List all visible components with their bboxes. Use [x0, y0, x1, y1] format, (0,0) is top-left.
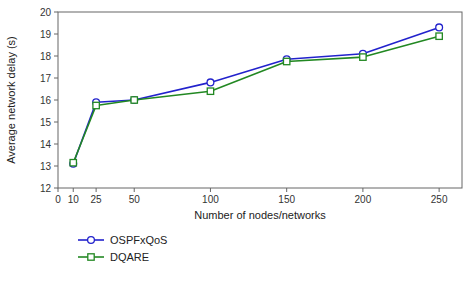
x-tick-label: 200: [355, 194, 372, 205]
x-tick: [58, 188, 59, 192]
series-line: [73, 36, 439, 163]
x-tick-label: 10: [68, 194, 80, 205]
x-tick: [362, 188, 363, 192]
plot-area: [70, 24, 443, 167]
x-tick-label: 100: [202, 194, 219, 205]
x-tick-label: 50: [129, 194, 141, 205]
y-tick: [54, 78, 58, 79]
legend-marker: [88, 254, 94, 260]
point: [207, 79, 214, 86]
point: [207, 88, 213, 94]
y-tick: [54, 166, 58, 167]
y-tick-label: 17: [40, 73, 52, 84]
x-axis-label: Number of nodes/networks: [194, 209, 326, 221]
y-tick-label: 13: [40, 161, 52, 172]
y-tick-label: 19: [40, 29, 52, 40]
x-tick: [286, 188, 287, 192]
chart: 1213141516171819200102550100150200250Num…: [0, 0, 474, 290]
point: [436, 33, 442, 39]
point: [131, 97, 138, 104]
legend: OSPFxQoS DQARE: [78, 234, 167, 263]
point: [360, 54, 366, 60]
y-tick: [54, 12, 58, 13]
legend-label: OSPFxQoS: [110, 234, 167, 246]
x-tick-label: 150: [278, 194, 295, 205]
chart-container: 1213141516171819200102550100150200250Num…: [0, 0, 474, 290]
x-tick-label: 0: [55, 194, 61, 205]
y-tick: [54, 144, 58, 145]
y-tick-label: 15: [40, 117, 52, 128]
x-tick: [96, 188, 97, 192]
point: [131, 97, 137, 103]
point: [283, 58, 289, 64]
x-tick-label: 250: [431, 194, 448, 205]
point: [70, 160, 77, 167]
point: [436, 24, 443, 31]
y-tick: [54, 56, 58, 57]
point: [93, 102, 99, 108]
x-tick: [439, 188, 440, 192]
legend-label: DQARE: [110, 251, 149, 263]
x-tick: [134, 188, 135, 192]
x-tick: [73, 188, 74, 192]
x-tick: [210, 188, 211, 192]
y-tick: [54, 34, 58, 35]
y-tick: [54, 188, 58, 189]
y-tick-label: 12: [40, 183, 52, 194]
y-tick: [54, 122, 58, 123]
legend-marker: [88, 237, 95, 244]
series-line: [73, 27, 439, 163]
plot-frame: [58, 12, 462, 188]
point: [70, 160, 76, 166]
y-tick: [54, 100, 58, 101]
y-tick-label: 14: [40, 139, 52, 150]
y-tick-label: 20: [40, 7, 52, 18]
y-tick-label: 18: [40, 51, 52, 62]
y-axis-label: Average network delay (s): [5, 36, 17, 164]
y-tick-label: 16: [40, 95, 52, 106]
x-tick-label: 25: [91, 194, 103, 205]
